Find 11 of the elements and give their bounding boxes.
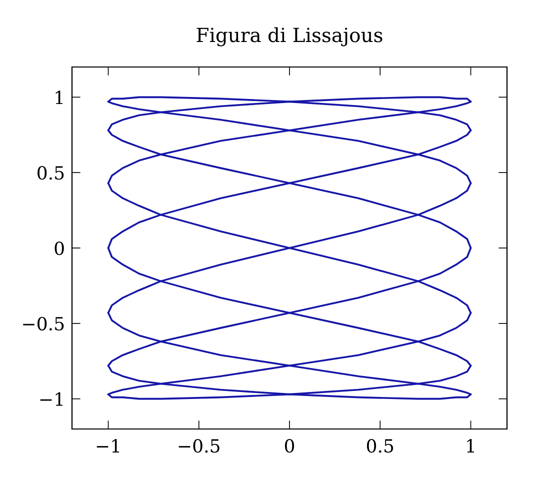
y-tick-label: 0.5 — [38, 166, 64, 180]
x-tick-label: 1 — [467, 439, 474, 452]
y-tick-label: 1 — [56, 90, 62, 104]
y-tick-label: 0 — [54, 241, 64, 256]
x-tick-label: −1 — [96, 439, 119, 452]
y-tick-label: −0.5 — [23, 316, 64, 331]
chart-title: Figura di Lissajous — [196, 27, 382, 46]
x-tick-label: 0.5 — [366, 439, 394, 453]
x-tick-label: −0.5 — [178, 439, 220, 453]
y-tick-label: −1 — [40, 392, 62, 406]
x-tick-label: 0 — [284, 439, 294, 453]
